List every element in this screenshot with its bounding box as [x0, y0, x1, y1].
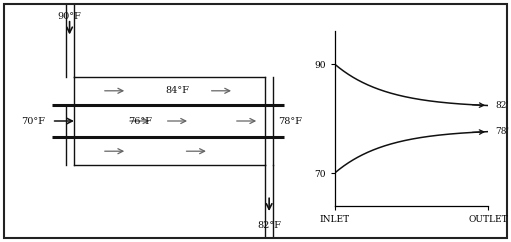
Text: 84°F: 84°F — [166, 86, 190, 95]
Text: 90°F: 90°F — [58, 12, 82, 21]
Text: 82': 82' — [496, 101, 509, 110]
Text: 78°F: 78°F — [278, 116, 302, 126]
Text: 78': 78' — [496, 127, 509, 136]
Text: 76°F: 76°F — [128, 116, 152, 126]
Text: 70°F: 70°F — [21, 116, 45, 126]
Text: 82°F: 82°F — [257, 221, 281, 230]
